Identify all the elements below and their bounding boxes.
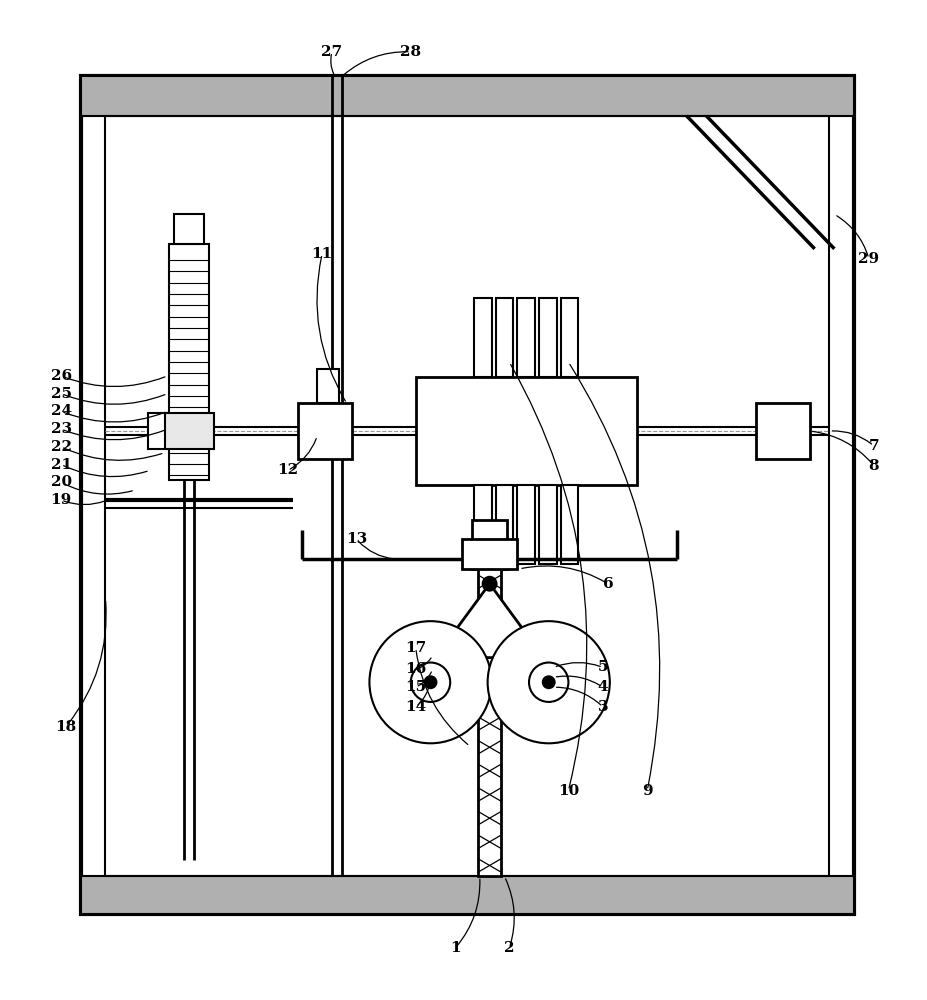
Bar <box>539 485 556 564</box>
Bar <box>174 214 204 244</box>
Bar <box>164 413 213 449</box>
Text: 1: 1 <box>450 941 460 955</box>
Circle shape <box>411 663 450 702</box>
Text: 20: 20 <box>50 475 71 489</box>
Text: 14: 14 <box>405 700 425 714</box>
Text: 5: 5 <box>597 660 607 674</box>
Circle shape <box>369 621 491 743</box>
Text: 15: 15 <box>405 680 425 694</box>
Bar <box>81 76 853 914</box>
Bar <box>81 876 853 914</box>
Bar <box>560 485 578 564</box>
Text: 7: 7 <box>868 439 878 453</box>
Text: 13: 13 <box>346 532 367 546</box>
Text: 26: 26 <box>50 369 71 383</box>
Text: 11: 11 <box>311 247 333 261</box>
Bar <box>516 298 534 377</box>
Text: 18: 18 <box>56 720 77 734</box>
Text: 28: 28 <box>400 45 421 59</box>
Text: 29: 29 <box>857 252 879 266</box>
Bar <box>170 244 209 480</box>
Text: 4: 4 <box>597 680 607 694</box>
Text: 16: 16 <box>405 662 425 676</box>
Bar <box>415 377 637 485</box>
Bar <box>495 298 513 377</box>
Text: 22: 22 <box>51 440 71 454</box>
Circle shape <box>425 676 436 688</box>
Text: 2: 2 <box>503 941 514 955</box>
Circle shape <box>528 663 568 702</box>
Bar <box>516 485 534 564</box>
Circle shape <box>542 676 554 688</box>
Bar <box>81 76 853 116</box>
Bar <box>462 539 516 569</box>
Polygon shape <box>435 584 543 658</box>
Text: 9: 9 <box>641 784 652 798</box>
Bar <box>755 403 809 459</box>
Bar <box>474 485 491 564</box>
Bar <box>495 485 513 564</box>
Circle shape <box>482 577 496 591</box>
Text: 21: 21 <box>50 458 71 472</box>
Bar <box>477 551 501 876</box>
Bar <box>317 369 338 403</box>
Bar <box>539 298 556 377</box>
Text: 6: 6 <box>602 577 613 591</box>
Text: 25: 25 <box>51 387 71 401</box>
Text: 12: 12 <box>277 463 298 477</box>
Bar <box>471 520 507 569</box>
Text: 27: 27 <box>321 45 342 59</box>
Bar <box>474 298 491 377</box>
Text: 23: 23 <box>50 422 71 436</box>
Bar <box>560 298 578 377</box>
Text: 24: 24 <box>50 404 71 418</box>
Text: 8: 8 <box>868 459 878 473</box>
Text: 10: 10 <box>557 784 578 798</box>
Text: 19: 19 <box>50 493 71 507</box>
Text: 3: 3 <box>597 700 607 714</box>
Bar <box>298 403 351 459</box>
Text: 17: 17 <box>405 641 425 655</box>
Bar <box>147 413 170 449</box>
Circle shape <box>487 621 609 743</box>
